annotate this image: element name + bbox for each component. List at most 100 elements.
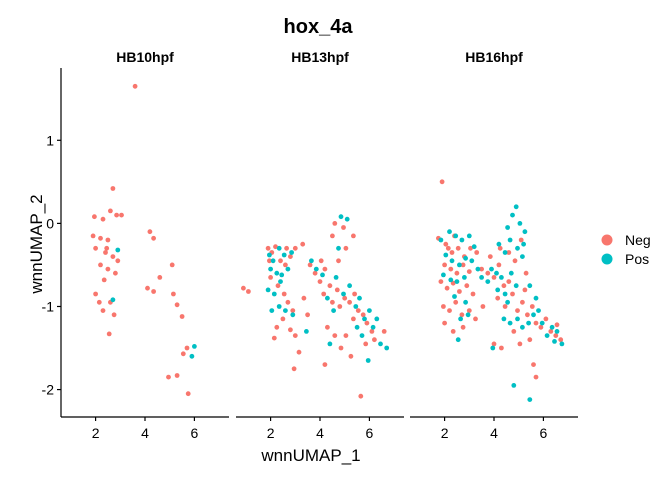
- data-point: [268, 266, 273, 272]
- facet-label: HB16hpf: [465, 49, 523, 65]
- x-tick-label: 2: [441, 425, 449, 441]
- data-point: [454, 279, 460, 284]
- data-point: [365, 358, 371, 363]
- data-point: [489, 266, 494, 272]
- data-point: [460, 324, 466, 330]
- data-point: [246, 289, 251, 294]
- data-point: [497, 245, 503, 251]
- data-point: [473, 316, 478, 322]
- data-point: [184, 345, 190, 351]
- data-point: [513, 204, 519, 210]
- data-point: [533, 320, 539, 326]
- data-point: [445, 245, 451, 251]
- data-point: [90, 233, 96, 239]
- data-point: [466, 269, 472, 274]
- chart-title: hox_4a: [284, 16, 354, 38]
- data-point: [166, 374, 171, 380]
- data-point: [189, 353, 195, 359]
- data-point: [517, 341, 523, 347]
- series-Neg: [241, 221, 387, 399]
- series-Pos: [265, 214, 390, 363]
- data-point: [274, 270, 280, 276]
- data-point: [265, 245, 271, 251]
- data-point: [539, 320, 545, 326]
- data-point: [491, 341, 497, 347]
- data-point: [305, 312, 310, 318]
- data-point: [454, 270, 460, 276]
- data-point: [523, 270, 529, 276]
- data-point: [378, 341, 383, 347]
- data-point: [336, 258, 341, 264]
- data-point: [278, 279, 283, 284]
- data-point: [290, 308, 296, 313]
- data-point: [359, 333, 365, 338]
- data-point: [100, 308, 106, 313]
- data-point: [507, 320, 513, 326]
- y-tick-label: 0: [46, 215, 54, 231]
- data-point: [338, 214, 344, 220]
- data-point: [185, 391, 191, 397]
- data-point: [450, 280, 456, 286]
- data-point: [441, 304, 446, 309]
- data-point: [283, 308, 288, 313]
- data-point: [151, 235, 157, 241]
- legend-label: Pos: [625, 251, 649, 267]
- data-point: [157, 275, 163, 280]
- data-point: [527, 283, 533, 289]
- data-point: [553, 333, 559, 338]
- data-point: [506, 250, 512, 255]
- data-point: [111, 312, 117, 318]
- data-point: [325, 324, 330, 330]
- data-point: [281, 252, 287, 258]
- data-point: [448, 277, 454, 283]
- y-axis: 1 0 -1 -2: [42, 68, 62, 417]
- data-point: [510, 212, 515, 218]
- data-point: [174, 302, 180, 308]
- data-point: [491, 275, 497, 280]
- data-point: [192, 344, 197, 349]
- series-Neg: [436, 179, 564, 380]
- data-point: [501, 316, 507, 322]
- data-point: [271, 335, 277, 341]
- data-point: [487, 254, 493, 259]
- data-point: [276, 304, 282, 309]
- data-point: [455, 245, 461, 251]
- data-point: [554, 322, 560, 328]
- data-point: [544, 333, 550, 338]
- data-point: [457, 262, 462, 268]
- data-point: [342, 295, 348, 301]
- data-point: [284, 245, 289, 251]
- data-point: [449, 258, 455, 264]
- data-point: [462, 275, 467, 280]
- data-point: [110, 254, 116, 259]
- data-point: [515, 308, 520, 313]
- data-point: [450, 329, 456, 334]
- data-point: [536, 308, 541, 313]
- data-point: [241, 285, 246, 291]
- data-point: [312, 270, 318, 276]
- data-point: [110, 186, 116, 191]
- data-point: [531, 312, 536, 318]
- data-point: [525, 312, 530, 318]
- data-point: [100, 216, 106, 222]
- data-point: [529, 304, 535, 309]
- data-point: [358, 393, 364, 399]
- data-point: [505, 225, 510, 230]
- data-point: [522, 229, 528, 235]
- data-point: [463, 299, 468, 305]
- data-point: [289, 250, 294, 255]
- data-point: [554, 329, 560, 334]
- data-point: [552, 339, 557, 344]
- data-point: [110, 297, 116, 303]
- data-point: [449, 250, 455, 255]
- data-point: [441, 272, 446, 278]
- x-tick-label: 2: [267, 425, 275, 441]
- data-point: [265, 287, 271, 293]
- data-point: [496, 262, 502, 268]
- legend: Neg Pos: [601, 232, 651, 267]
- legend-key: [601, 234, 613, 246]
- data-point: [147, 229, 153, 235]
- data-point: [531, 362, 536, 367]
- data-point: [288, 327, 293, 333]
